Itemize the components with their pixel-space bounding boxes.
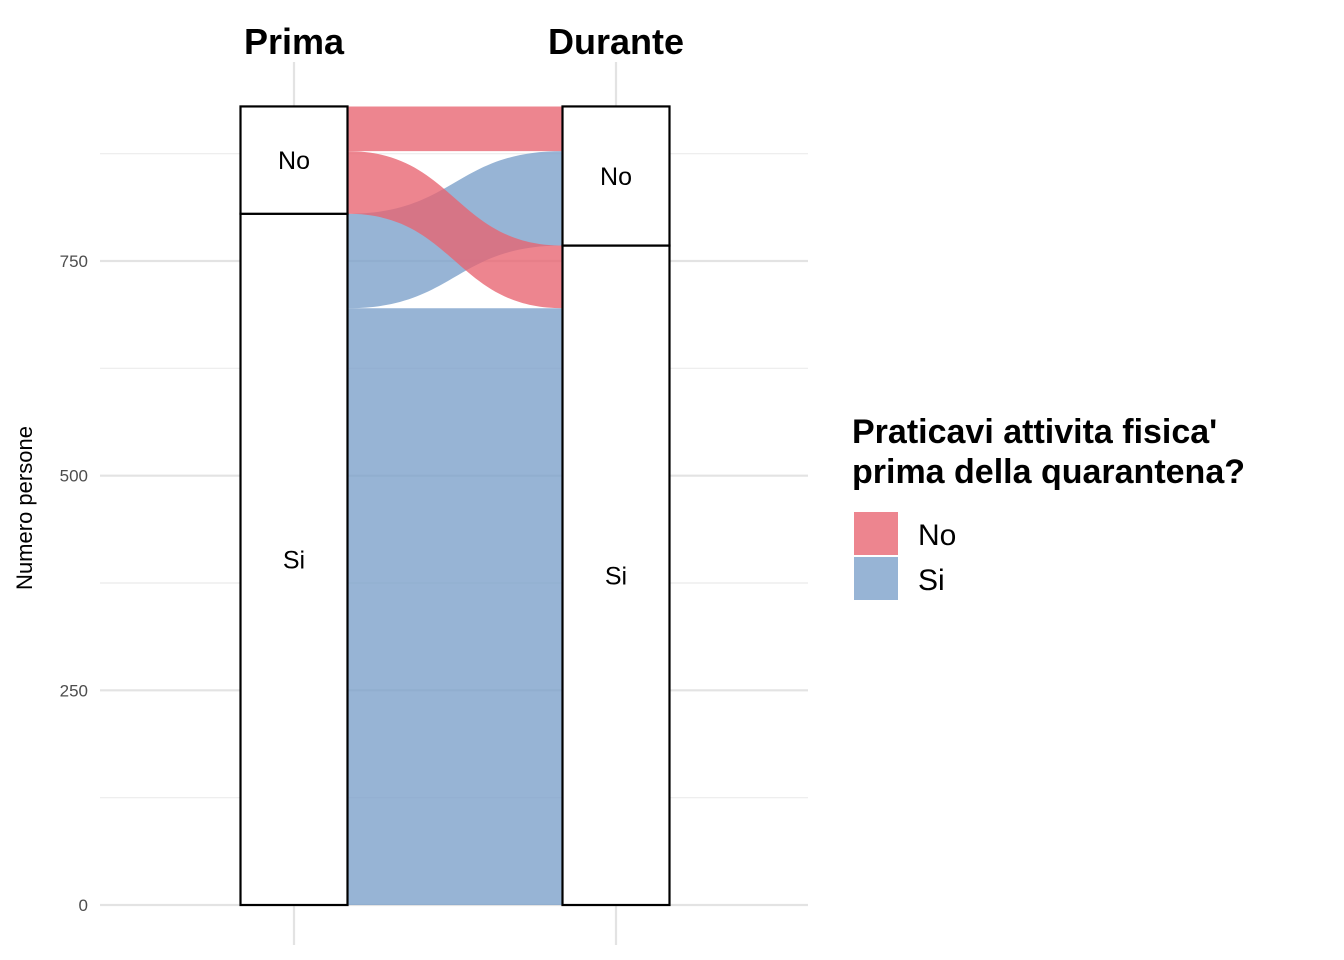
stratum-box-durante-no xyxy=(561,105,671,247)
flow-si-to-si xyxy=(347,308,563,905)
stratum-box-prima-no xyxy=(239,105,349,215)
legend-label-si: Si xyxy=(918,564,945,597)
axis-title-prima: Prima xyxy=(244,21,345,62)
y-tick-label: 500 xyxy=(60,467,88,486)
stratum-label-prima-no: No xyxy=(278,147,310,175)
flow-bands xyxy=(347,106,563,905)
legend-title-line: Praticavi attivita fisica' xyxy=(852,413,1217,451)
legend-key-no xyxy=(854,512,898,555)
y-axis: 0 250 500 750 xyxy=(60,252,88,915)
y-tick-label: 0 xyxy=(79,896,88,915)
flow-no-to-no xyxy=(347,106,563,152)
legend-label-no: No xyxy=(918,519,956,552)
y-axis-label: Numero persone xyxy=(12,426,37,590)
stratum-label-prima-si: Si xyxy=(283,546,305,574)
stratum-label-durante-si: Si xyxy=(605,562,627,590)
stratum-box-durante-si xyxy=(561,244,671,907)
legend-key-si xyxy=(854,557,898,600)
y-tick-label: 250 xyxy=(60,681,88,700)
y-tick-label: 750 xyxy=(60,252,88,271)
legend: Praticavi attivita fisica'prima della qu… xyxy=(852,413,1245,600)
flow-no-to-si xyxy=(347,151,563,309)
strata: Si No Prima Si No Durante xyxy=(239,21,684,907)
legend-title-line: prima della quarantena? xyxy=(852,453,1245,491)
stratum-label-durante-no: No xyxy=(600,163,632,191)
axis-title-durante: Durante xyxy=(548,21,684,62)
stratum-box-prima-si xyxy=(239,212,349,907)
